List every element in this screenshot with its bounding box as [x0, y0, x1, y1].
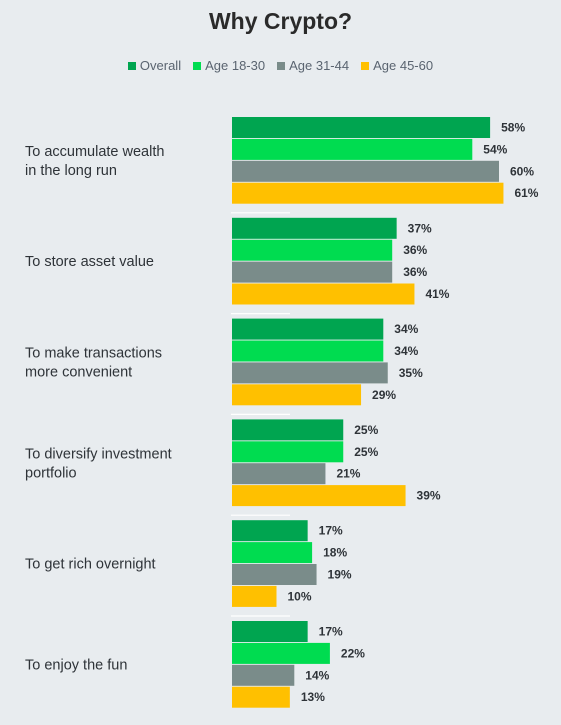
bar	[232, 239, 393, 261]
value-label: 13%	[301, 690, 325, 704]
bar	[232, 138, 473, 160]
value-label: 36%	[403, 265, 427, 279]
legend-item: Overall	[127, 58, 182, 73]
bar	[232, 419, 344, 441]
value-label: 41%	[425, 287, 449, 301]
bar	[232, 463, 326, 485]
bar	[232, 362, 388, 384]
bar	[232, 485, 406, 507]
bar	[232, 642, 330, 664]
value-label: 36%	[403, 243, 427, 257]
legend-item: Age 45-60	[361, 58, 433, 73]
value-label: 25%	[354, 423, 378, 437]
value-label: 19%	[328, 568, 352, 582]
category-label: To store asset value	[25, 254, 154, 270]
category-label: To accumulate wealth	[25, 144, 164, 160]
bar	[232, 520, 308, 542]
value-label: 39%	[417, 489, 441, 503]
category-label: portfolio	[25, 465, 77, 481]
value-label: 18%	[323, 546, 347, 560]
value-label: 61%	[514, 186, 538, 200]
chart-title: Why Crypto?	[208, 8, 353, 34]
legend-item: Age 31-44	[277, 58, 349, 73]
bar	[232, 340, 384, 362]
bar	[232, 686, 290, 708]
bar	[232, 182, 504, 204]
legend-label: Age 31-44	[289, 58, 350, 73]
value-label: 34%	[394, 322, 418, 336]
legend-swatch	[127, 61, 136, 70]
legend-swatch	[277, 61, 286, 70]
value-label: 35%	[399, 366, 423, 380]
value-label: 58%	[501, 121, 525, 135]
legend-swatch	[361, 61, 370, 70]
value-label: 34%	[394, 344, 418, 358]
legend-label: Age 18-30	[205, 58, 266, 73]
value-label: 14%	[305, 668, 329, 682]
value-label: 22%	[341, 646, 365, 660]
bar	[232, 564, 317, 585]
bar	[232, 441, 344, 463]
value-label: 21%	[336, 467, 360, 481]
bar	[232, 542, 313, 564]
value-label: 29%	[372, 388, 396, 402]
value-label: 10%	[288, 589, 312, 603]
legend: Overall Age 18-30 Age 31-44 Age 45-60	[0, 58, 561, 73]
value-label: 60%	[510, 164, 534, 178]
legend-label: Age 45-60	[373, 58, 434, 73]
bar	[232, 664, 295, 686]
value-label: 54%	[483, 142, 507, 156]
legend-item: Age 18-30	[193, 58, 265, 73]
bar	[232, 217, 397, 239]
category-label: To diversify investment	[25, 446, 172, 462]
legend-label: Overall	[139, 58, 182, 73]
category-label: in the long run	[25, 163, 117, 179]
bar	[232, 160, 499, 182]
bar	[232, 283, 415, 305]
value-label: 17%	[319, 524, 343, 538]
bar	[232, 585, 277, 607]
bar	[232, 384, 362, 406]
bar	[232, 318, 384, 340]
bar	[232, 261, 393, 283]
category-label: more convenient	[25, 364, 132, 380]
value-label: 25%	[354, 445, 378, 459]
category-label: To make transactions	[25, 345, 162, 361]
category-label: To get rich overnight	[25, 557, 156, 573]
legend-swatch	[193, 61, 202, 70]
bar	[232, 117, 491, 138]
value-label: 37%	[408, 221, 432, 235]
category-label: To enjoy the fun	[25, 657, 127, 673]
bar	[232, 621, 308, 642]
value-label: 17%	[319, 625, 343, 639]
